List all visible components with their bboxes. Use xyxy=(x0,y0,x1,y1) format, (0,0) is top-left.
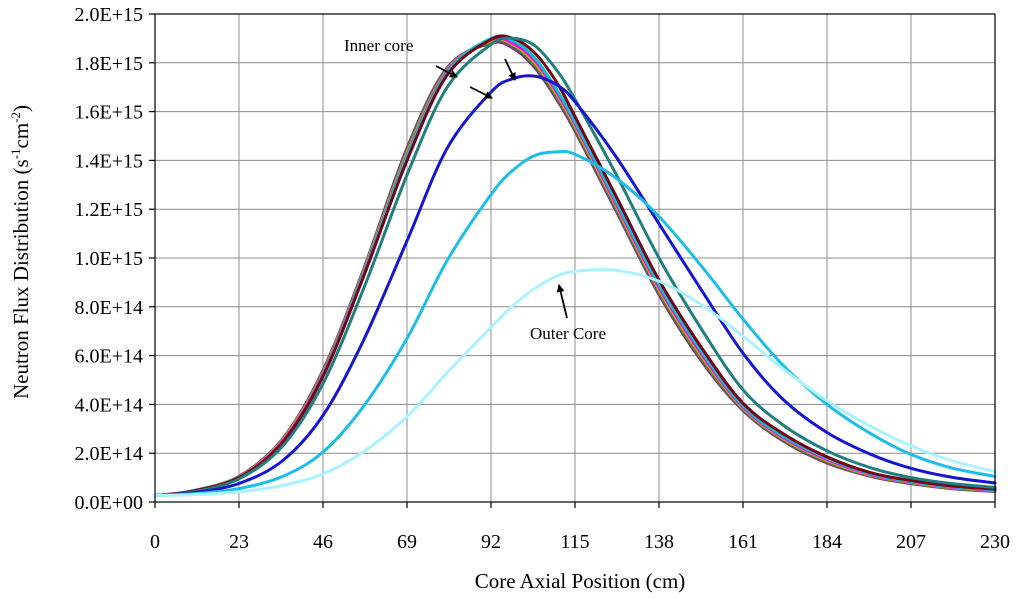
y-tick-label: 2.0E+14 xyxy=(75,443,144,465)
x-tick-label: 207 xyxy=(896,531,926,553)
x-tick-label: 69 xyxy=(397,531,417,553)
grid xyxy=(155,14,995,502)
x-tick-label: 184 xyxy=(812,531,842,553)
x-tick-label: 115 xyxy=(560,531,589,553)
y-title-exp1: -1 xyxy=(8,148,23,159)
y-tick-label: 6.0E+14 xyxy=(75,346,144,368)
x-axis-ticks: 0 23 46 69 92 115 138 161 184 207 230 xyxy=(150,502,1010,553)
x-tick-label: 23 xyxy=(229,531,249,553)
x-axis-title: Core Axial Position (cm) xyxy=(475,569,686,593)
x-tick-label: 0 xyxy=(150,531,160,553)
y-axis-title: Neutron Flux Distribution (s-1cm-2) xyxy=(8,105,33,399)
annotation-arrow xyxy=(504,58,516,81)
y-tick-label: 4.0E+14 xyxy=(75,394,144,416)
series-line-9 xyxy=(153,149,997,497)
series-line-7 xyxy=(153,36,997,497)
annotation-outer-core: Outer Core xyxy=(530,324,606,343)
series-group xyxy=(153,34,997,497)
y-title-exp2: -2 xyxy=(8,112,23,123)
y-tick-label: 1.2E+15 xyxy=(75,199,144,221)
x-tick-label: 92 xyxy=(481,531,501,553)
annotations: Inner core Outer Core xyxy=(344,36,606,343)
annotation-arrow xyxy=(469,86,493,99)
y-tick-label: 2.0E+15 xyxy=(75,4,144,26)
annotation-inner-core: Inner core xyxy=(344,36,413,55)
x-tick-label: 230 xyxy=(980,531,1010,553)
x-tick-label: 138 xyxy=(644,531,674,553)
series-line-6 xyxy=(153,34,997,497)
y-tick-label: 1.4E+15 xyxy=(75,150,144,172)
annotation-arrow xyxy=(556,284,568,319)
y-title-prefix: Neutron Flux Distribution (s xyxy=(9,159,33,399)
series-line-10 xyxy=(153,268,997,497)
y-tick-label: 8.0E+14 xyxy=(75,297,144,319)
x-tick-label: 46 xyxy=(313,531,333,553)
y-tick-label: 1.6E+15 xyxy=(75,102,144,124)
y-tick-label: 1.8E+15 xyxy=(75,53,144,75)
y-tick-label: 0.0E+00 xyxy=(75,492,144,514)
x-tick-label: 161 xyxy=(728,531,758,553)
y-tick-label: 1.0E+15 xyxy=(75,248,144,270)
y-title-mid: cm xyxy=(9,123,33,149)
annotation-arrow xyxy=(435,65,458,78)
y-axis-ticks: 0.0E+00 2.0E+14 4.0E+14 6.0E+14 8.0E+14 1.0E+… xyxy=(75,4,155,514)
y-title-suffix: ) xyxy=(9,105,33,112)
series-line-8 xyxy=(153,74,997,497)
